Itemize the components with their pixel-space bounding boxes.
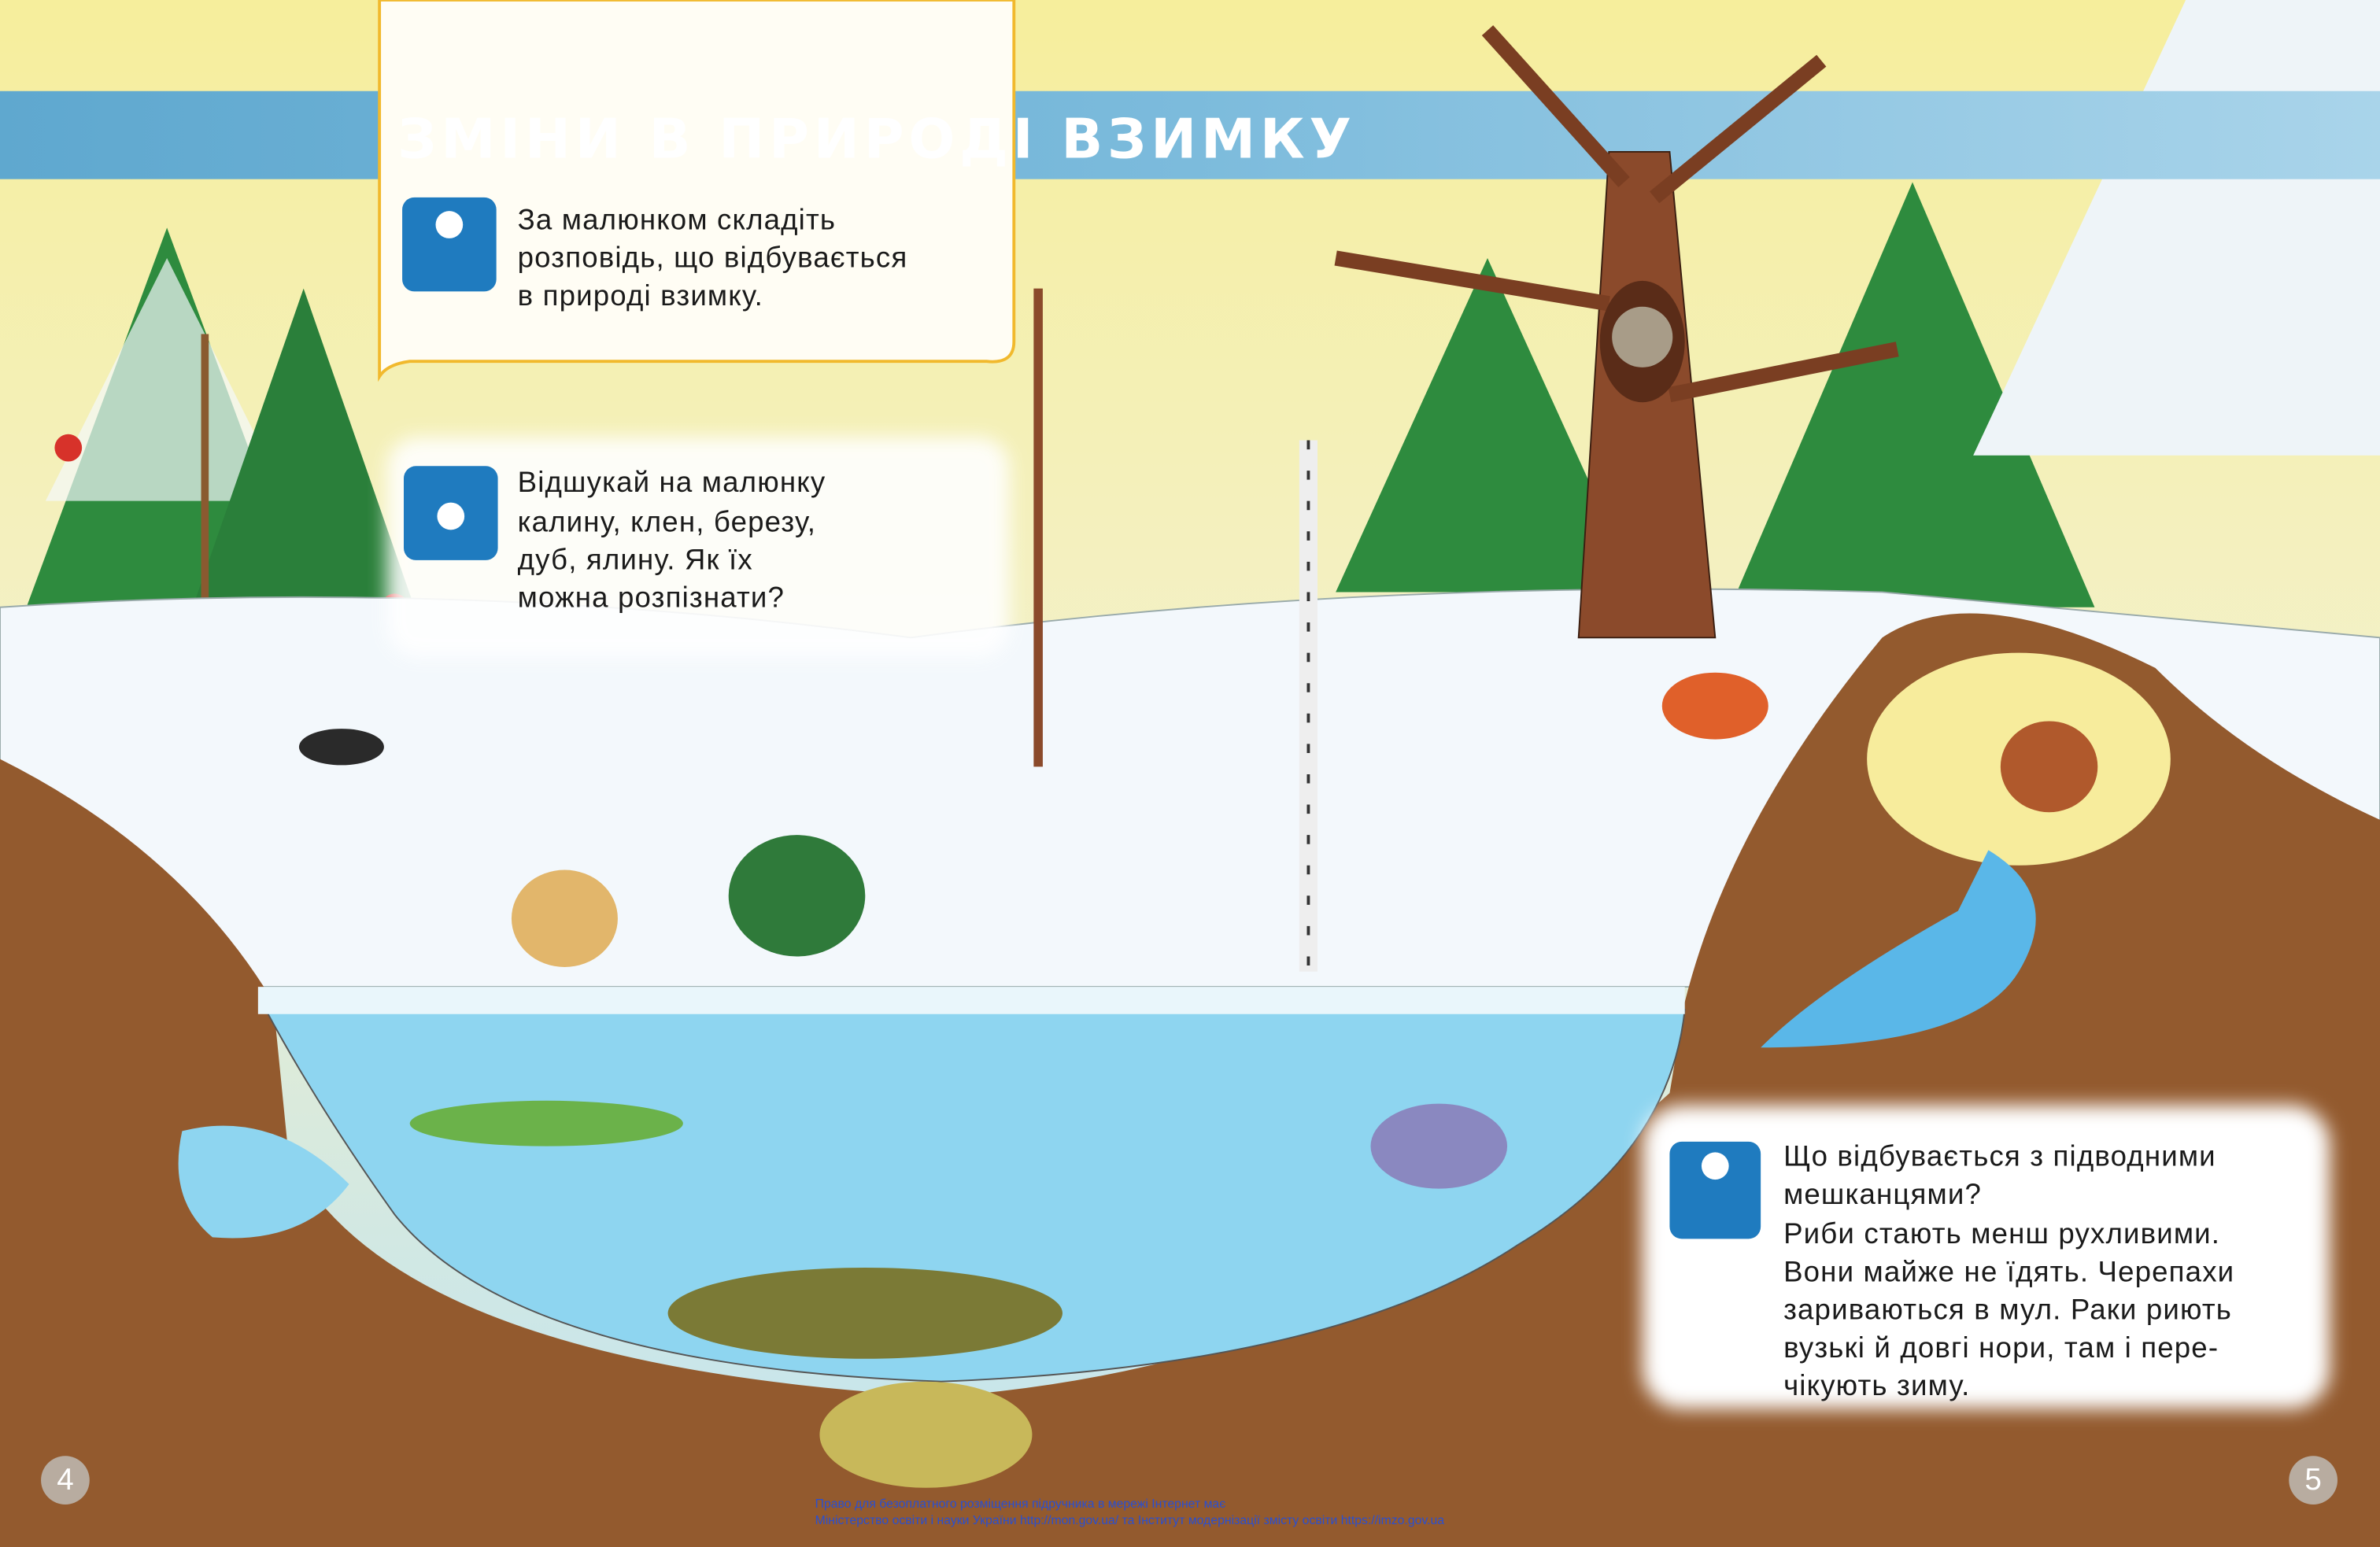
owl (1612, 307, 1672, 367)
task-text: Що відбувається з підводними (1783, 1140, 2216, 1172)
berries (54, 434, 82, 462)
body: {"header": {"title": "ЗМІНИ В ПРИРОДІ ВЗ… (0, 0, 2380, 1547)
task-text: Вони майже не їдять. Черепахи (1783, 1255, 2234, 1287)
page-number: 4 (57, 1463, 73, 1497)
task-text: Риби стають менш рухливими. (1783, 1217, 2220, 1250)
task-text: дуб, ялину. Як їх (518, 543, 753, 575)
task-text: в природі взимку. (518, 279, 763, 312)
dog (512, 870, 618, 967)
page-number: 5 (2304, 1463, 2321, 1497)
task-text: За малюнком складіть (518, 203, 837, 235)
task-box (379, 0, 1014, 376)
footer-text: Право для безоплатного розміщення підруч… (815, 1497, 1226, 1511)
page: Зміни в природі взимку html, body { marg… (0, 0, 2380, 1547)
task-text: розповідь, що відбувається (518, 242, 908, 274)
task-text: мешканцями? (1783, 1178, 1982, 1210)
icon-figure (436, 211, 464, 238)
fish (1371, 1104, 1508, 1189)
footer-text: Міністерство освіти і науки України http… (815, 1514, 1445, 1527)
task-text: Відшукай на малюнку (518, 466, 826, 498)
turtle (819, 1382, 1032, 1488)
task-text: зариваються в мул. Раки риють (1783, 1294, 2232, 1326)
ice (258, 987, 1685, 1014)
icon-figure (1702, 1152, 1729, 1180)
page-title: ЗМІНИ В ПРИРОДІ ВЗИМКУ (397, 109, 1355, 172)
fox (1662, 673, 1768, 740)
fisherman (729, 835, 866, 956)
task-text: вузькі й довгі нори, там і пере- (1783, 1331, 2219, 1364)
task-text: чікують зиму. (1783, 1369, 1970, 1401)
task-text: калину, клен, березу, (518, 505, 816, 537)
spread: За малюнком складіть розповідь, що відбу… (0, 0, 2380, 1547)
task-text: можна розпізнати? (518, 582, 785, 614)
catfish (668, 1268, 1062, 1359)
crow (299, 729, 384, 765)
pike (410, 1101, 683, 1146)
icon-figure (437, 503, 464, 530)
beaver (2001, 721, 2097, 812)
